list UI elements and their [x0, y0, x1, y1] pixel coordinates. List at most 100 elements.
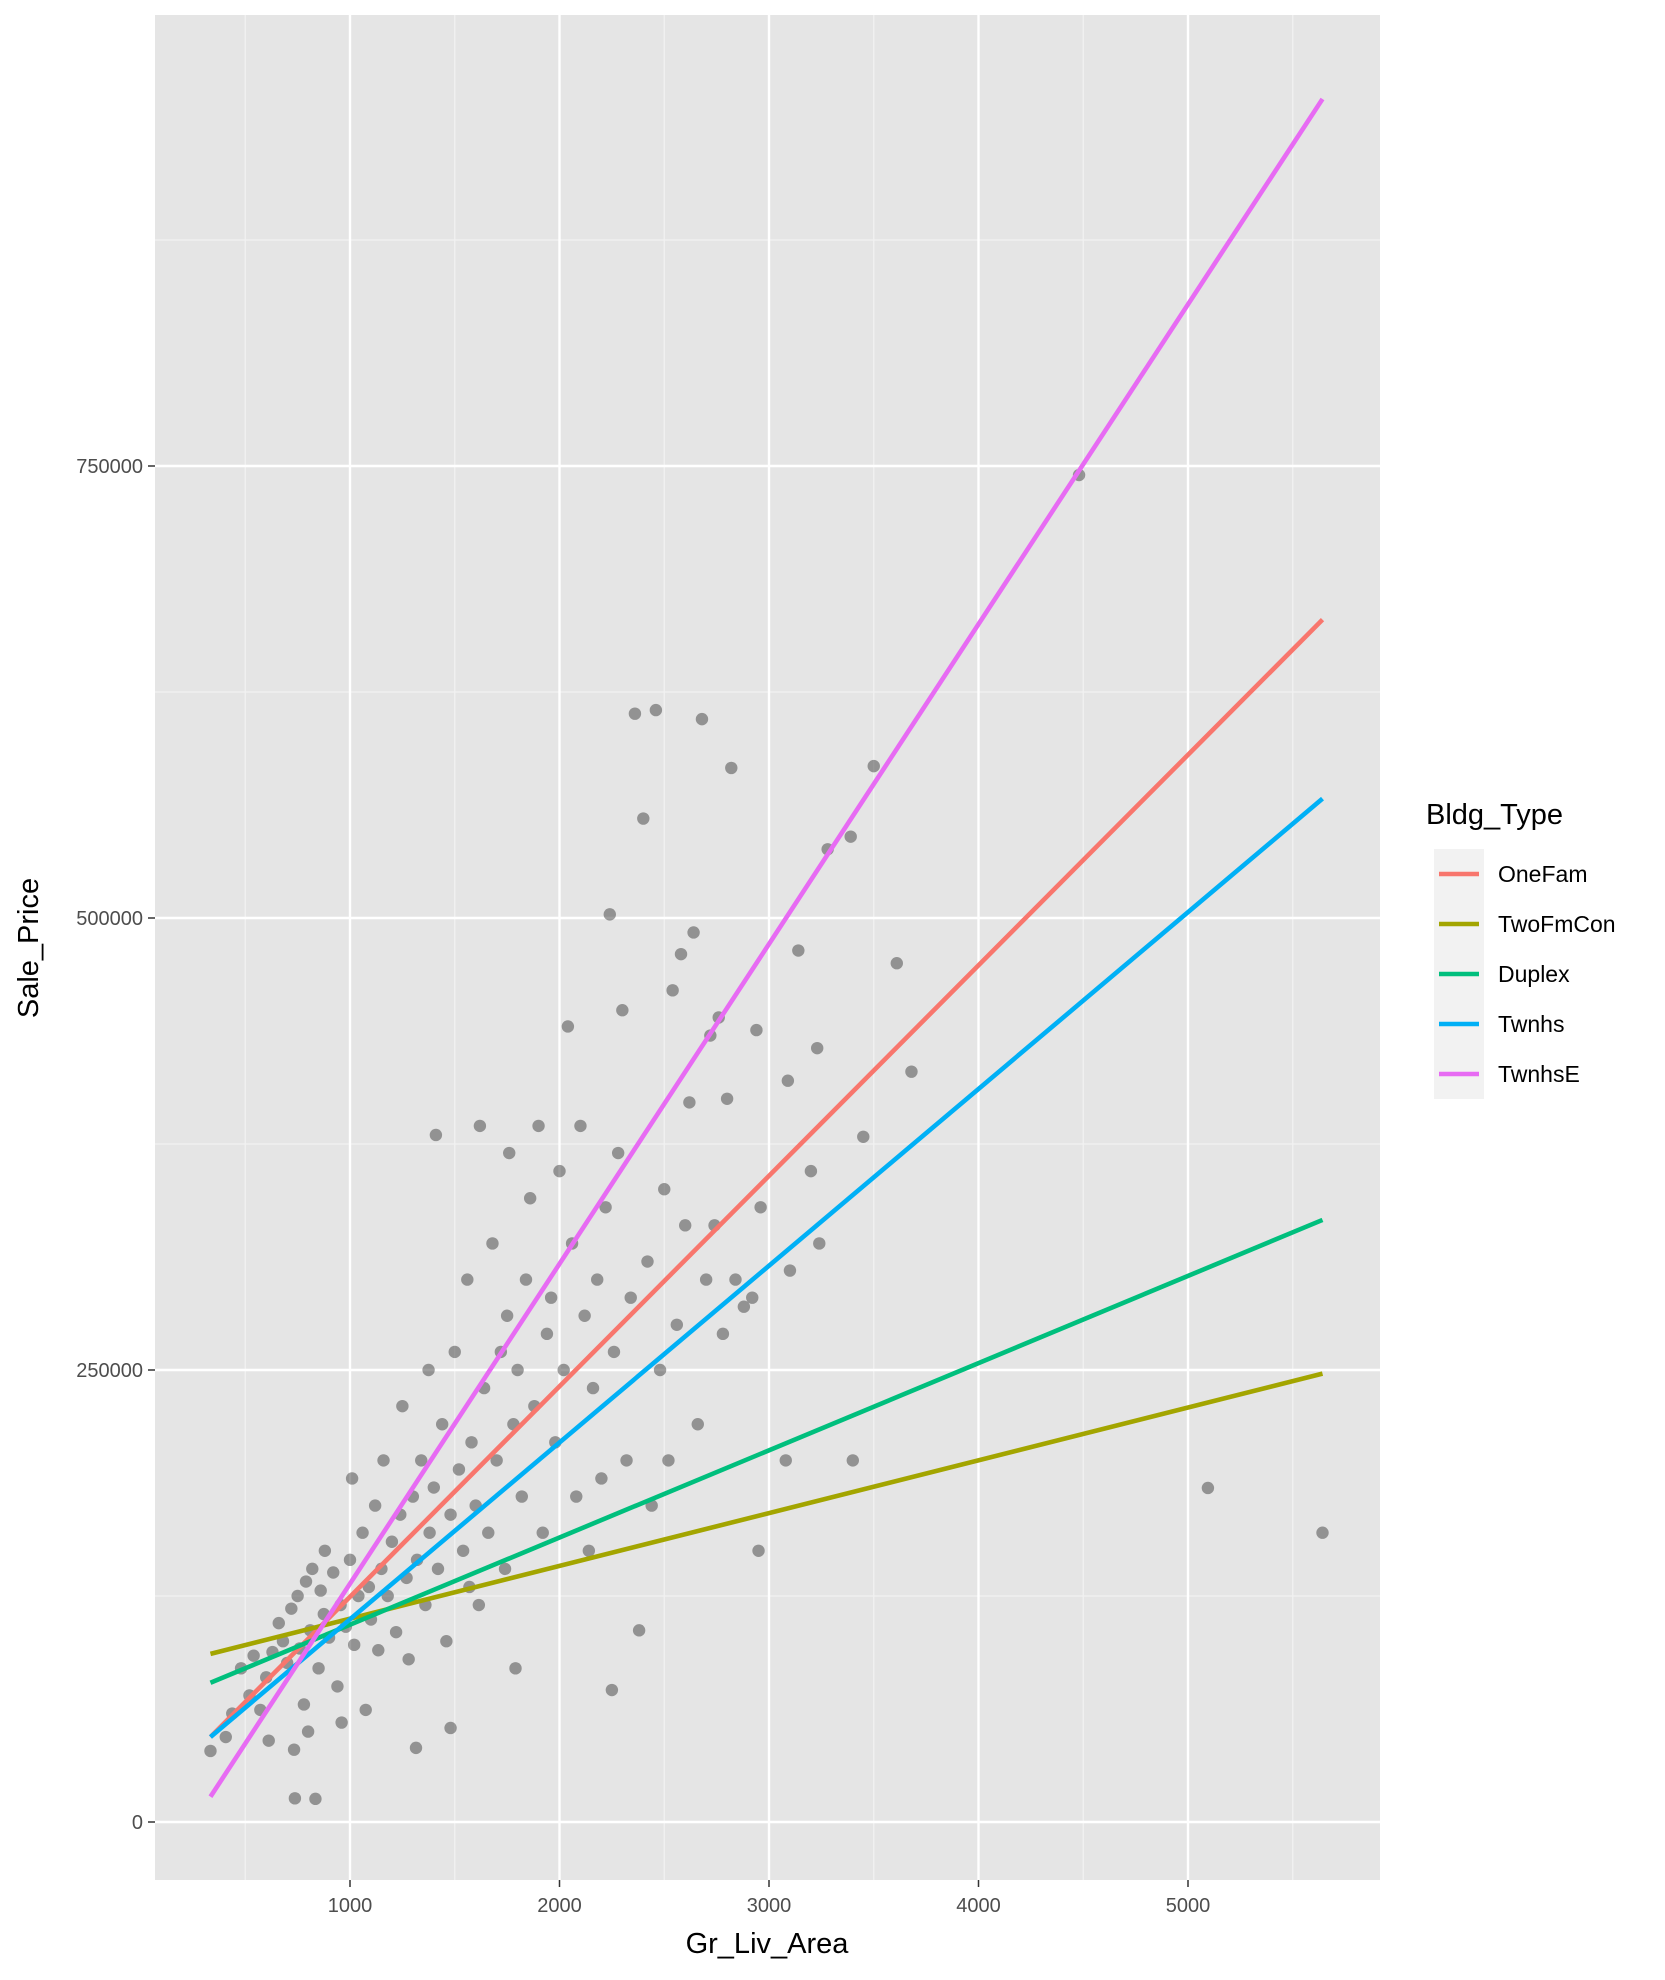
data-point	[301, 1725, 315, 1738]
y-tick-label: 0	[132, 1812, 143, 1834]
data-point	[653, 1363, 667, 1377]
data-point	[810, 1041, 824, 1055]
data-point	[422, 1363, 435, 1377]
data-point	[427, 1481, 440, 1494]
data-point	[574, 1119, 587, 1133]
data-point	[804, 1164, 818, 1178]
data-point	[431, 1562, 445, 1576]
data-point	[867, 759, 880, 773]
data-point	[781, 1074, 795, 1087]
data-point	[720, 1092, 734, 1106]
data-point	[595, 1472, 608, 1485]
data-point	[359, 1703, 372, 1717]
minor-gridlines	[155, 15, 1380, 1880]
data-point	[561, 1020, 575, 1033]
data-point	[628, 707, 642, 720]
data-point	[857, 1130, 870, 1143]
data-point	[456, 1544, 470, 1558]
series-line-twnhse	[208, 97, 1325, 1798]
data-point	[377, 1454, 390, 1467]
legend-label-twnhse: TwnhsE	[1498, 1061, 1580, 1087]
data-point	[637, 812, 650, 825]
legend-label-duplex: Duplex	[1498, 961, 1570, 987]
data-point	[536, 1526, 549, 1539]
data-point	[591, 1273, 604, 1286]
data-point	[783, 1264, 797, 1277]
data-point	[792, 944, 805, 957]
data-point	[473, 1119, 487, 1133]
data-point	[415, 1454, 428, 1467]
data-point	[385, 1535, 399, 1548]
data-point	[287, 1743, 301, 1756]
data-point	[345, 1472, 359, 1485]
data-point	[1316, 1526, 1329, 1539]
data-point	[605, 1683, 619, 1697]
data-point	[486, 1237, 499, 1250]
data-point	[309, 1792, 322, 1806]
major-gridlines	[155, 15, 1380, 1880]
data-point	[553, 1164, 566, 1178]
series-line-duplex	[209, 1217, 1324, 1685]
data-point	[444, 1721, 457, 1735]
data-point	[725, 761, 738, 775]
data-point	[679, 1219, 692, 1232]
data-point	[662, 1454, 675, 1467]
data-point	[620, 1454, 633, 1467]
data-point	[687, 926, 700, 939]
data-point	[335, 1716, 348, 1729]
data-point	[578, 1309, 591, 1322]
data-point	[519, 1273, 533, 1286]
data-point	[331, 1680, 344, 1693]
data-point	[503, 1146, 516, 1160]
data-point	[356, 1526, 369, 1539]
data-points	[204, 468, 1329, 1806]
data-point	[649, 703, 663, 717]
data-point	[752, 1544, 765, 1558]
legend-label-twofmcon: TwoFmCon	[1498, 911, 1616, 937]
x-tick-label: 5000	[1166, 1895, 1211, 1917]
data-point	[368, 1499, 382, 1512]
data-point	[247, 1649, 260, 1662]
data-point	[666, 984, 679, 997]
data-point	[343, 1553, 357, 1567]
data-point	[670, 1318, 684, 1332]
data-point	[737, 1300, 751, 1313]
data-point	[607, 1345, 621, 1359]
data-point	[746, 1291, 759, 1304]
x-tick-label: 2000	[537, 1895, 582, 1917]
data-point	[204, 1744, 217, 1758]
data-point	[515, 1490, 528, 1503]
data-point	[1201, 1481, 1215, 1495]
data-point	[509, 1662, 522, 1675]
data-point	[306, 1562, 319, 1576]
data-point	[683, 1096, 696, 1109]
data-point	[482, 1526, 495, 1539]
data-point	[532, 1119, 545, 1133]
data-point	[616, 1004, 629, 1017]
data-point	[440, 1635, 453, 1648]
data-point	[691, 1418, 704, 1431]
data-point	[750, 1023, 763, 1037]
y-tick-label: 750000	[76, 456, 143, 478]
data-point	[429, 1128, 443, 1142]
data-point	[500, 1309, 514, 1322]
data-point	[409, 1741, 423, 1755]
data-point	[219, 1730, 232, 1744]
data-point	[540, 1327, 554, 1341]
data-point	[846, 1454, 859, 1467]
data-point	[603, 908, 616, 921]
y-axis-title: Sale_Price	[13, 878, 45, 1018]
legend-label-twnhs: Twnhs	[1498, 1011, 1564, 1037]
data-point	[498, 1562, 512, 1576]
data-point	[890, 957, 903, 970]
data-point	[523, 1192, 537, 1205]
data-point	[699, 1273, 713, 1286]
legend-title: Bldg_Type	[1426, 799, 1563, 831]
data-point	[632, 1624, 646, 1637]
x-axis-title: Gr_Liv_Area	[686, 1928, 850, 1960]
data-point	[716, 1327, 730, 1341]
data-point	[452, 1463, 466, 1476]
y-tick-label: 250000	[76, 1360, 143, 1382]
data-point	[844, 830, 857, 843]
